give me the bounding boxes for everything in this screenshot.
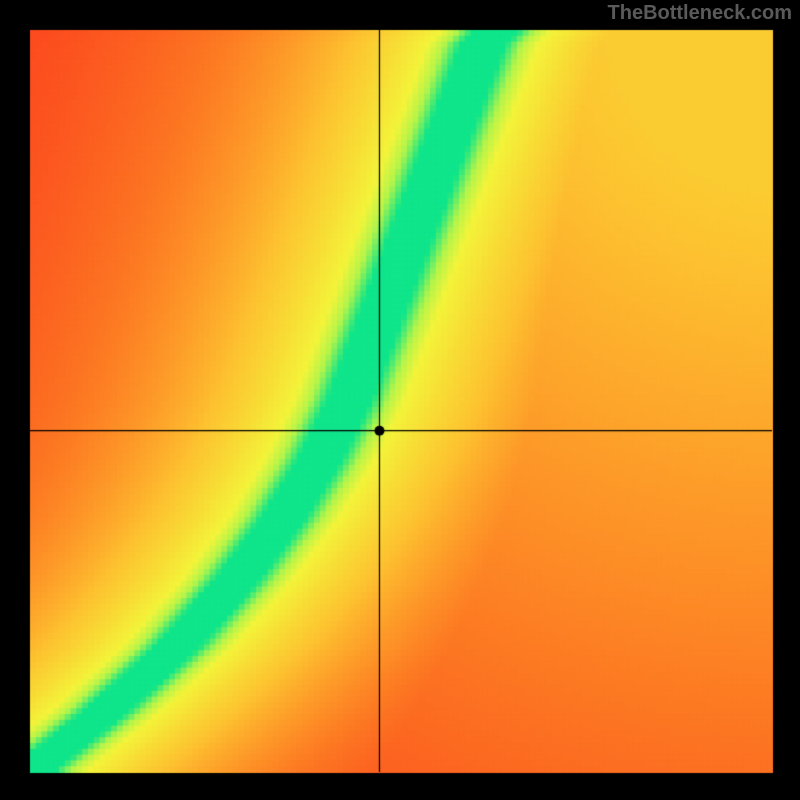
watermark-text: TheBottleneck.com <box>608 2 792 25</box>
bottleneck-heatmap <box>0 0 800 800</box>
chart-container: TheBottleneck.com <box>0 0 800 800</box>
